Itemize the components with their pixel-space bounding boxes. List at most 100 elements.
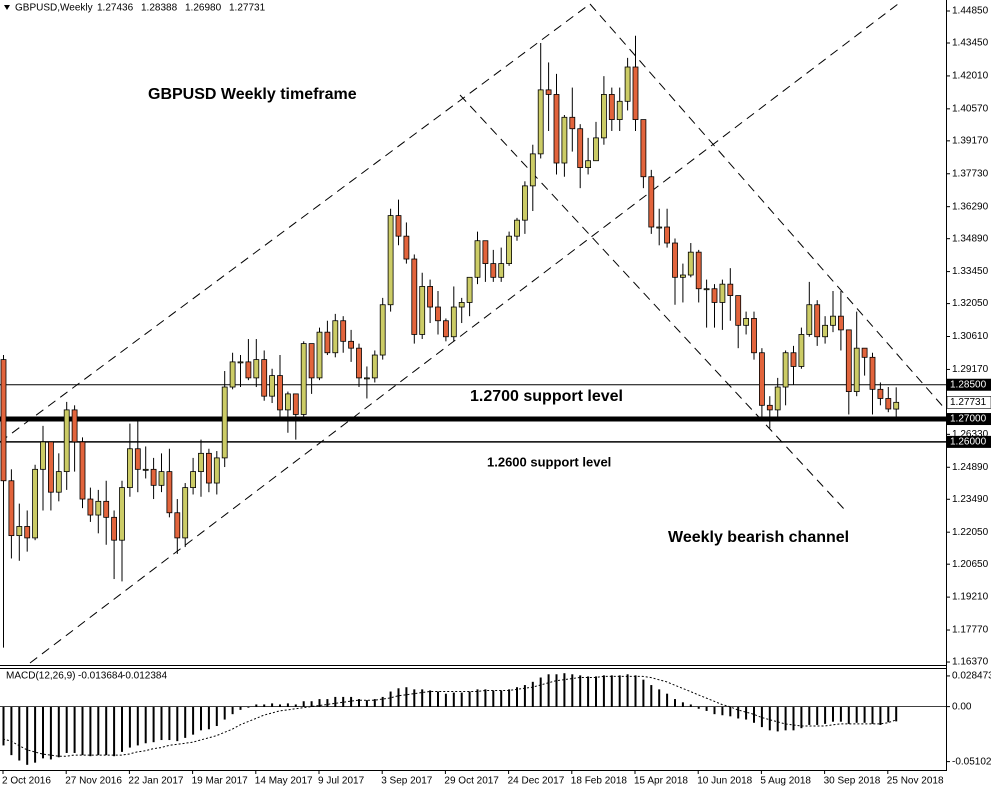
x-tick-label: 25 Nov 2018	[887, 776, 944, 787]
macd-bar	[508, 689, 511, 707]
candle-body	[245, 361, 252, 379]
trend-line	[0, 3, 591, 443]
macd-bar	[768, 706, 771, 731]
candle-body	[190, 471, 197, 489]
macd-bar	[650, 685, 653, 707]
macd-bar	[516, 687, 518, 707]
macd-bar	[34, 706, 37, 763]
macd-bar	[523, 685, 526, 707]
x-tick-label: 24 Dec 2017	[508, 776, 565, 787]
macd-bar	[539, 677, 542, 707]
macd-bar	[753, 706, 755, 723]
macd-bar	[460, 692, 463, 707]
macd-bar	[642, 679, 645, 707]
candle-body	[411, 258, 418, 335]
y-tick-label: 1.32050	[952, 298, 989, 309]
macd-bar	[18, 706, 21, 761]
level-label: 1.28500	[950, 379, 987, 390]
macd-bar	[444, 693, 447, 707]
macd-bar	[160, 706, 163, 741]
y-tick-label: 1.30610	[952, 331, 989, 342]
candle-body	[782, 352, 789, 388]
candle-body	[680, 274, 686, 278]
channel-lines	[0, 3, 947, 664]
macd-bar	[231, 706, 234, 715]
candle-body	[277, 375, 283, 411]
candle-body	[269, 375, 276, 397]
macd-bar	[579, 675, 582, 707]
candle-body	[111, 516, 117, 541]
macd-bar	[887, 706, 890, 723]
close-label: 1.27731	[229, 3, 266, 14]
y-tick-label: -0.051023	[952, 756, 991, 767]
y-tick-label: 0.00	[952, 701, 972, 712]
macd-bar	[413, 689, 416, 707]
candle-body	[198, 452, 204, 473]
macd-bar	[863, 706, 866, 723]
macd-bar	[310, 701, 313, 707]
y-tick-label: 1.37730	[952, 168, 989, 179]
candle-body	[553, 94, 560, 164]
candle-body	[498, 263, 505, 278]
macd-bar	[57, 706, 60, 758]
macd-bar	[713, 706, 716, 715]
macd-bar	[595, 676, 597, 707]
candle-body	[506, 235, 513, 264]
macd-bar	[26, 706, 29, 765]
candle-body	[759, 352, 765, 406]
y-tick-label: 1.33450	[952, 266, 989, 277]
macd-value: -0.013684	[78, 671, 123, 682]
candle-body	[545, 89, 552, 95]
candle-body	[261, 359, 268, 397]
macd-bar	[737, 706, 740, 719]
y-tick-label: 1.29170	[952, 364, 989, 375]
macd-bar	[429, 690, 432, 707]
y-tick-label: 1.16370	[952, 657, 989, 668]
candle-body	[292, 393, 299, 415]
high-label: 1.28388	[141, 3, 178, 14]
macd-bar	[618, 675, 621, 707]
annotation: Weekly bearish channel	[668, 529, 849, 546]
x-tick-label: 15 Apr 2018	[634, 776, 688, 787]
macd-bar	[97, 706, 100, 756]
macd-bar	[697, 706, 700, 709]
macd-bar	[223, 706, 226, 720]
frame	[0, 0, 947, 771]
macd-bar	[239, 706, 242, 710]
candle-body	[656, 226, 663, 229]
macd-bar	[389, 691, 392, 707]
y-tick-label: 1.23490	[952, 494, 989, 505]
macd-bar	[192, 706, 195, 735]
macd-bar	[792, 706, 795, 731]
candle-body	[703, 288, 710, 291]
candle-body	[103, 500, 110, 518]
macd-bar	[784, 706, 787, 731]
candle-body	[853, 347, 860, 393]
candle-body	[79, 441, 86, 500]
candle-body	[379, 304, 386, 356]
candle-body	[585, 160, 591, 168]
candle-body	[442, 320, 449, 338]
macd-bar	[350, 696, 353, 707]
macd-bar	[484, 689, 487, 707]
macd-bar	[215, 706, 218, 727]
candle-body	[182, 487, 189, 539]
macd-bar	[847, 706, 850, 724]
candle-body	[648, 176, 655, 228]
macd-bar	[895, 706, 898, 722]
candle-body	[569, 116, 576, 130]
macd-bar	[800, 706, 803, 729]
macd-bar	[824, 706, 827, 724]
x-tick-label: 5 Aug 2018	[760, 776, 811, 787]
macd-histogram	[2, 673, 898, 765]
macd-bar	[602, 675, 605, 707]
candle-body	[711, 288, 718, 303]
macd-bar	[279, 704, 281, 707]
candle-body	[32, 468, 38, 539]
x-tick-label: 27 Nov 2016	[65, 776, 122, 787]
candles	[0, 35, 900, 648]
candle-body	[695, 251, 702, 290]
y-tick-label: 1.42010	[952, 71, 989, 82]
candle-body	[751, 318, 757, 354]
